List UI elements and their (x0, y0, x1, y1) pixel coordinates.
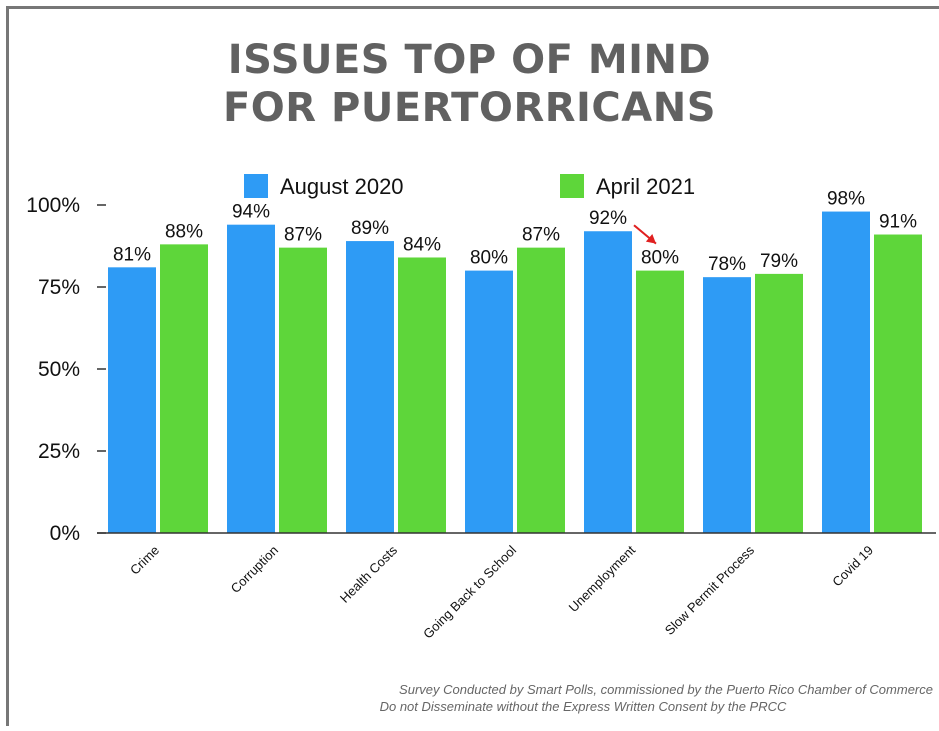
bar (108, 267, 156, 533)
data-label: 80% (641, 248, 679, 269)
x-tick-label: Going Back to School (420, 542, 519, 641)
data-label: 80% (470, 248, 508, 269)
footer-line-1: Survey Conducted by Smart Polls, commiss… (399, 682, 933, 697)
bar (160, 244, 208, 534)
title-line-2: FOR PUERTORRICANS (222, 85, 717, 131)
bar (874, 234, 922, 533)
data-label: 78% (708, 254, 746, 275)
data-label: 92% (589, 208, 627, 229)
x-tick-label: Health Costs (337, 542, 401, 606)
bar (346, 241, 394, 533)
bar (465, 270, 513, 533)
bar (279, 247, 327, 533)
x-tick-label: Unemployment (566, 542, 639, 615)
x-tick-label: Slow Permit Process (662, 542, 758, 638)
legend-label: August 2020 (280, 174, 404, 199)
x-tick-label: Covid 19 (829, 543, 876, 590)
data-label: 89% (351, 218, 389, 239)
bar (755, 273, 803, 533)
x-tick-label: Crime (127, 543, 162, 578)
data-label: 94% (232, 202, 270, 223)
bar (703, 277, 751, 533)
data-label: 98% (827, 189, 865, 210)
bar (584, 231, 632, 534)
bar (822, 211, 870, 533)
legend-swatch (560, 174, 584, 198)
footer-line-2: Do not Disseminate without the Express W… (379, 699, 787, 714)
y-tick-label: 100% (26, 194, 80, 217)
x-tick-label: Corruption (228, 543, 282, 597)
annotation-arrow-head (645, 233, 656, 244)
bar (517, 247, 565, 533)
data-label: 81% (113, 244, 151, 265)
data-label: 84% (403, 234, 441, 255)
y-tick-label: 25% (38, 440, 80, 463)
y-tick-label: 0% (50, 522, 80, 545)
data-label: 79% (760, 251, 798, 272)
y-tick-label: 75% (38, 276, 80, 299)
data-label: 88% (165, 221, 203, 242)
legend-label: April 2021 (596, 174, 695, 199)
bar (227, 224, 275, 533)
footer-note: Survey Conducted by Smart Polls, commiss… (173, 681, 933, 715)
legend-swatch (244, 174, 268, 198)
bar-chart: 0% 25% 50% 75% 100% August 2020 April 2021 81% 8… (26, 174, 936, 642)
data-label: 87% (522, 225, 560, 246)
data-label: 91% (879, 212, 917, 233)
bar (398, 257, 446, 533)
y-tick-label: 50% (38, 358, 80, 381)
chart-title: ISSUES TOP OF MIND FOR PUERTORRICANS (0, 36, 939, 132)
data-label: 87% (284, 225, 322, 246)
bar (636, 270, 684, 533)
chart-frame (6, 6, 939, 726)
title-line-1: ISSUES TOP OF MIND (227, 37, 712, 83)
